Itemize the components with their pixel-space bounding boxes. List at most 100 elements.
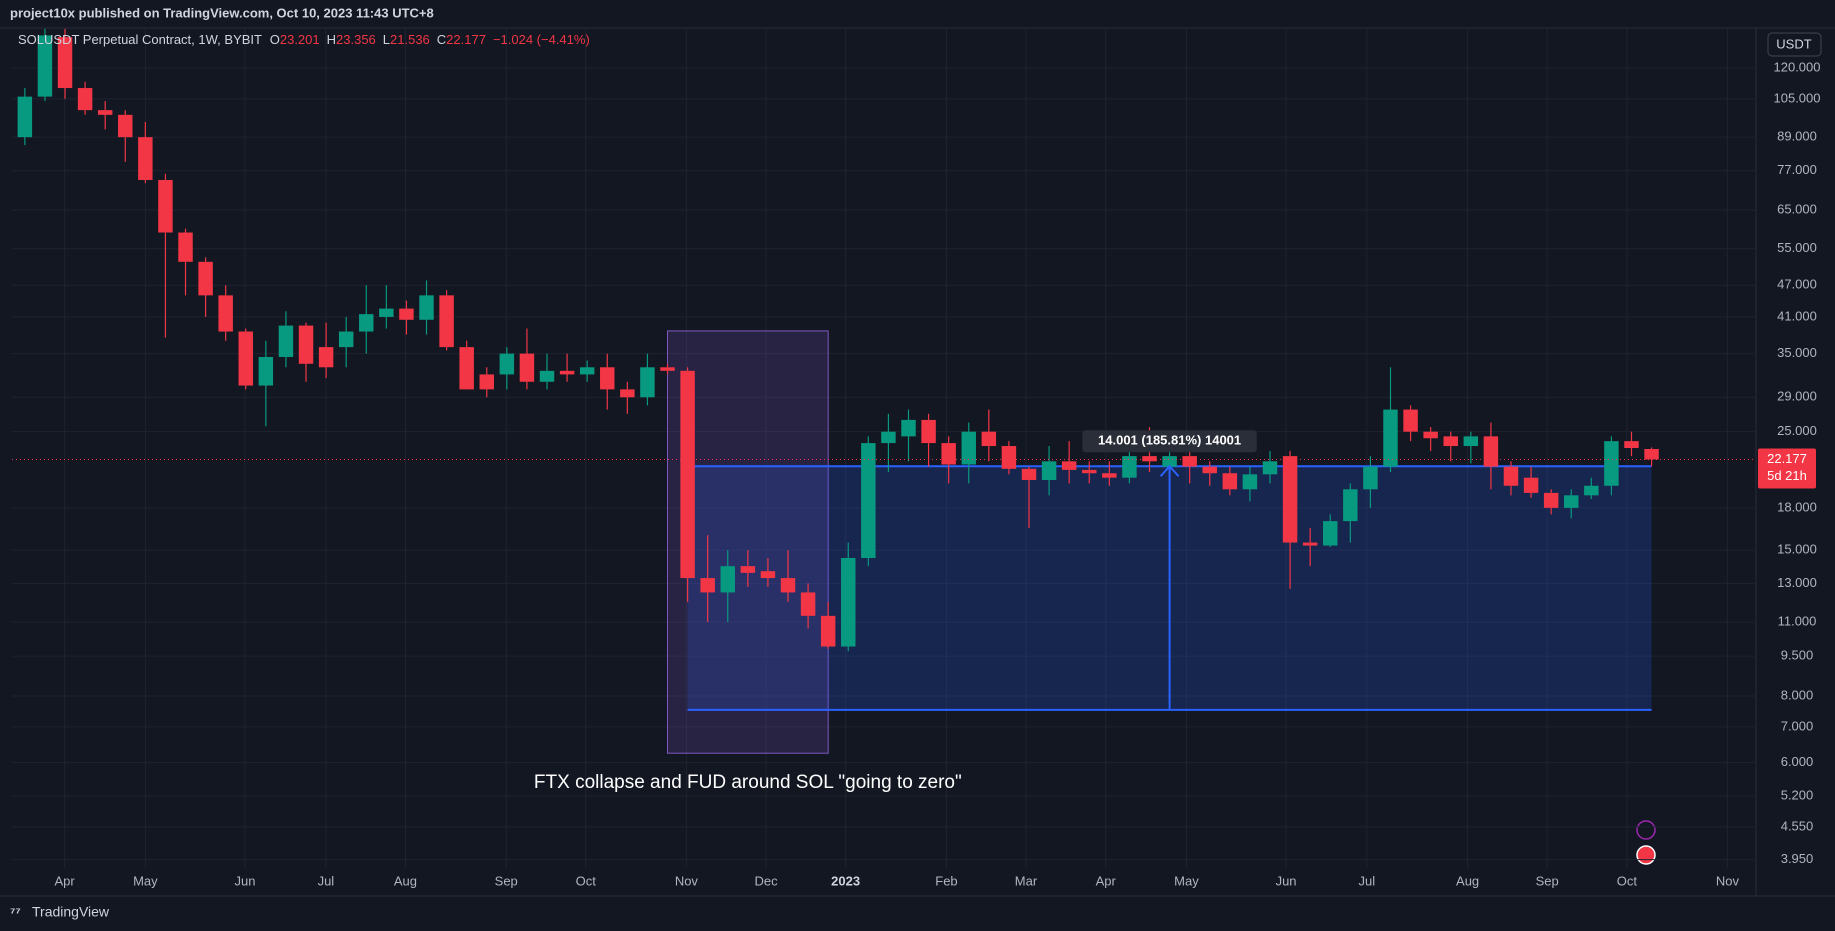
candle-body — [1463, 436, 1479, 447]
candle-body — [338, 331, 354, 348]
candle-body — [198, 261, 213, 296]
currency-label[interactable]: USDT — [1776, 36, 1811, 51]
candle-body — [1503, 466, 1519, 486]
candle-body — [720, 566, 735, 593]
candle-body — [57, 37, 73, 89]
candle-body — [921, 419, 936, 444]
x-tick-label: Jul — [1358, 873, 1375, 888]
footer-brand: TradingView — [32, 904, 110, 920]
candle-body — [298, 325, 314, 364]
y-tick-label: 13.000 — [1777, 575, 1817, 590]
legend: SOLUSDT Perpetual Contract, 1W, BYBIT O23… — [18, 32, 590, 47]
candle-body — [238, 331, 253, 386]
candle-body — [539, 370, 555, 382]
candle-body — [1142, 456, 1157, 462]
footer-logo: ⁷⁷ — [10, 904, 21, 919]
y-tick-label: 15.000 — [1777, 542, 1817, 557]
x-tick-label: Apr — [1096, 873, 1117, 888]
y-tick-label: 55.000 — [1777, 240, 1817, 255]
legend-key: L — [383, 32, 390, 47]
candle-body — [499, 353, 515, 375]
y-tick-label: 25.000 — [1777, 423, 1817, 438]
y-tick-label: 35.000 — [1777, 345, 1817, 360]
candle-body — [158, 179, 173, 233]
candle-body — [1302, 542, 1318, 546]
candle-body — [1222, 473, 1238, 490]
candle-body — [1061, 461, 1077, 470]
candle-body — [961, 431, 976, 465]
candle-body — [1242, 474, 1258, 490]
candle-body — [318, 347, 334, 368]
y-tick-label: 7.000 — [1781, 718, 1814, 733]
x-tick-label: Mar — [1015, 873, 1038, 888]
candle-body — [841, 558, 856, 647]
candle-body — [1443, 436, 1458, 447]
icon-lightning[interactable] — [1636, 820, 1656, 840]
candle-body — [519, 353, 535, 382]
y-tick-label: 89.000 — [1777, 129, 1817, 144]
currency-button[interactable] — [1767, 32, 1822, 57]
x-tick-label: Sep — [1536, 873, 1559, 888]
x-tick-label: Nov — [675, 873, 699, 888]
candle-body — [600, 367, 615, 390]
x-tick-label: Jun — [1276, 873, 1297, 888]
candle-body — [17, 96, 33, 138]
candle-body — [1564, 495, 1579, 508]
candle-body — [1423, 431, 1438, 439]
candle-body — [620, 389, 635, 398]
x-tick-label: 2023 — [831, 873, 860, 888]
candle-body — [660, 367, 675, 371]
y-tick-label: 3.950 — [1781, 851, 1814, 866]
y-tick-label: 77.000 — [1777, 162, 1817, 177]
x-tick-label: Dec — [755, 873, 779, 888]
y-tick-label: 5.200 — [1781, 787, 1814, 802]
candle-body — [1343, 489, 1358, 522]
x-tick-label: Nov — [1716, 873, 1740, 888]
candle-body — [77, 88, 93, 111]
candle-body — [1363, 466, 1378, 490]
candle-body — [138, 137, 153, 180]
x-tick-label: Oct — [1617, 873, 1638, 888]
candle-body — [1523, 477, 1539, 493]
measure-label: 14.001 (185.81%) 14001 — [1098, 433, 1241, 448]
candle-body — [1604, 441, 1619, 486]
candle-body — [680, 370, 695, 579]
candle-body — [740, 566, 756, 573]
candle-body — [780, 578, 796, 593]
candle-body — [459, 347, 474, 390]
legend-symbol: SOLUSDT Perpetual Contract, 1W, BYBIT — [18, 32, 262, 47]
candle-body — [1162, 456, 1177, 467]
candle-body — [278, 325, 294, 357]
candle-body — [1483, 436, 1499, 467]
candle-body — [97, 110, 113, 115]
legend-value: 21.536 — [390, 32, 430, 47]
measure-arrow-head — [1159, 464, 1180, 477]
candle-body — [981, 431, 997, 447]
y-tick-label: 8.000 — [1781, 687, 1814, 702]
candle-body — [760, 571, 776, 579]
y-tick-label: 4.550 — [1781, 818, 1814, 833]
candle-body — [1262, 461, 1278, 475]
x-tick-label: Apr — [55, 873, 76, 888]
y-tick-label: 6.000 — [1781, 754, 1814, 769]
candle-body — [1624, 441, 1639, 449]
candle-body — [1202, 466, 1217, 474]
y-tick-label: 47.000 — [1777, 277, 1817, 292]
candle-body — [640, 367, 655, 398]
y-tick-label: 120.000 — [1774, 59, 1821, 74]
candle-body — [820, 615, 836, 647]
x-tick-label: Aug — [1456, 873, 1479, 888]
candle-body — [1122, 456, 1137, 478]
candle-body — [359, 314, 374, 332]
candle-body — [1383, 409, 1398, 467]
icon-flag[interactable] — [1636, 845, 1656, 865]
x-tick-label: Aug — [394, 873, 417, 888]
candle-body — [37, 35, 53, 97]
price-label: 22.177 — [1767, 451, 1807, 466]
candle-body — [1403, 409, 1418, 432]
x-tick-label: Feb — [935, 873, 957, 888]
annotation: FTX collapse and FUD around SOL "going t… — [534, 772, 962, 793]
legend-value: 22.177 — [446, 32, 486, 47]
candle-body — [379, 308, 394, 317]
